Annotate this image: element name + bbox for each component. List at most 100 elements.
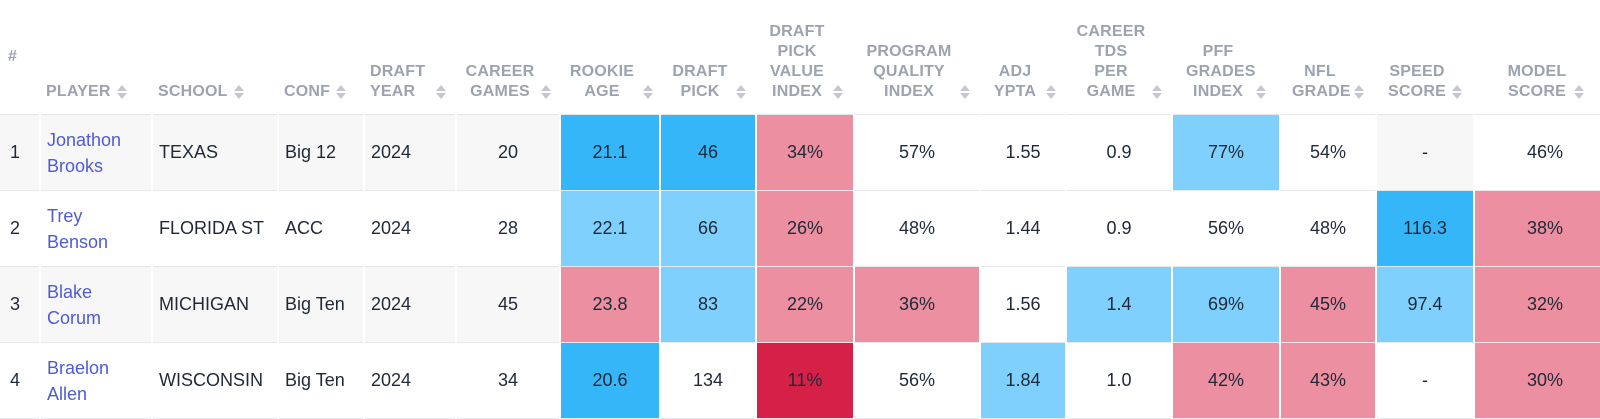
sort-icon <box>541 85 551 99</box>
program-quality-index-cell: 36% <box>854 266 981 343</box>
draft-pick-cell: 83 <box>660 266 757 343</box>
nfl-grade-cell: 43% <box>1280 342 1377 419</box>
school-cell: MICHIGAN <box>152 266 279 343</box>
rookie-age-cell: 21.1 <box>560 114 661 191</box>
school-cell: FLORIDA ST <box>152 190 279 267</box>
table-row: 3 Blake Corum MICHIGAN Big Ten 2024 45 2… <box>0 266 1600 343</box>
adj-ypta-cell: 1.44 <box>980 190 1067 267</box>
draft-pick-cell: 134 <box>660 342 757 419</box>
header-draft-year[interactable]: DRAFT YEAR <box>364 0 456 115</box>
draft-pick-value-index-cell: 26% <box>756 190 855 267</box>
program-quality-index-cell: 48% <box>854 190 981 267</box>
player-link[interactable]: Braelon Allen <box>40 342 153 419</box>
nfl-grade-cell: 45% <box>1280 266 1377 343</box>
rank-cell: 3 <box>0 266 41 343</box>
pff-grades-index-cell: 42% <box>1172 342 1281 419</box>
sort-icon <box>233 85 244 99</box>
rank-cell: 1 <box>0 114 41 191</box>
draft-pick-value-index-cell: 11% <box>756 342 855 419</box>
table-row: 1 Jonathon Brooks TEXAS Big 12 2024 20 2… <box>0 114 1600 191</box>
sort-icon <box>1354 85 1364 99</box>
nfl-grade-cell: 54% <box>1280 114 1377 191</box>
table-row: 4 Braelon Allen WISCONSIN Big Ten 2024 3… <box>0 342 1600 419</box>
draft-year-cell: 2024 <box>364 114 457 191</box>
header-school[interactable]: SCHOOL <box>152 0 278 115</box>
sort-icon <box>1152 85 1162 99</box>
model-score-cell: 38% <box>1474 190 1600 267</box>
header-career-tds-per-game-label: CAREER TDS PER GAME <box>1076 23 1146 100</box>
player-link[interactable]: Trey Benson <box>40 190 153 267</box>
header-rank: # <box>0 0 40 115</box>
career-games-cell: 34 <box>456 342 561 419</box>
header-model-score-label: MODEL SCORE <box>1507 63 1567 100</box>
pff-grades-index-cell: 69% <box>1172 266 1281 343</box>
pff-grades-index-cell: 77% <box>1172 114 1281 191</box>
header-school-label: SCHOOL <box>158 83 228 100</box>
sort-icon <box>736 85 746 99</box>
header-draft-pick-value-index[interactable]: DRAFT PICK VALUE INDEX <box>756 0 854 115</box>
speed-score-cell: 116.3 <box>1376 190 1475 267</box>
model-score-cell: 32% <box>1474 266 1600 343</box>
draft-pick-cell: 66 <box>660 190 757 267</box>
player-name[interactable]: Braelon Allen <box>47 357 110 404</box>
header-program-quality-index-label: PROGRAM QUALITY INDEX <box>866 43 952 100</box>
model-score-cell: 30% <box>1474 342 1600 419</box>
header-adj-ypta[interactable]: ADJ YPTA <box>980 0 1066 115</box>
header-conf[interactable]: CONF <box>278 0 364 115</box>
header-speed-score-label: SPEED SCORE <box>1388 63 1446 100</box>
career-games-cell: 20 <box>456 114 561 191</box>
header-career-games[interactable]: CAREER GAMES <box>456 0 560 115</box>
header-program-quality-index[interactable]: PROGRAM QUALITY INDEX <box>854 0 980 115</box>
program-quality-index-cell: 57% <box>854 114 981 191</box>
player-name[interactable]: Trey Benson <box>47 205 109 252</box>
nfl-grade-cell: 48% <box>1280 190 1377 267</box>
conf-cell: Big Ten <box>278 266 365 343</box>
header-adj-ypta-label: ADJ YPTA <box>993 63 1037 100</box>
header-draft-year-label: DRAFT YEAR <box>370 63 426 100</box>
header-player[interactable]: PLAYER <box>40 0 152 115</box>
draft-year-cell: 2024 <box>364 266 457 343</box>
sort-icon <box>643 85 653 99</box>
rank-cell: 2 <box>0 190 41 267</box>
adj-ypta-cell: 1.84 <box>980 342 1067 419</box>
speed-score-cell: 97.4 <box>1376 266 1475 343</box>
header-speed-score[interactable]: SPEED SCORE <box>1376 0 1474 115</box>
sort-icon <box>1046 85 1056 99</box>
pff-grades-index-cell: 56% <box>1172 190 1281 267</box>
header-model-score[interactable]: MODEL SCORE <box>1474 0 1600 115</box>
header-pff-grades-index[interactable]: PFF GRADES INDEX <box>1172 0 1280 115</box>
sort-icon <box>833 85 843 99</box>
sort-icon <box>1256 85 1266 99</box>
rank-cell: 4 <box>0 342 41 419</box>
player-link[interactable]: Jonathon Brooks <box>40 114 153 191</box>
conf-cell: Big 12 <box>278 114 365 191</box>
player-name[interactable]: Jonathon Brooks <box>47 129 122 176</box>
draft-year-cell: 2024 <box>364 342 457 419</box>
player-link[interactable]: Blake Corum <box>40 266 153 343</box>
sort-icon <box>1574 85 1584 99</box>
program-quality-index-cell: 56% <box>854 342 981 419</box>
career-tds-per-game-cell: 0.9 <box>1066 190 1173 267</box>
rookie-age-cell: 20.6 <box>560 342 661 419</box>
header-career-tds-per-game[interactable]: CAREER TDS PER GAME <box>1066 0 1172 115</box>
rookie-age-cell: 22.1 <box>560 190 661 267</box>
header-draft-pick[interactable]: DRAFT PICK <box>660 0 756 115</box>
header-row: # PLAYER SCHOOL CONF DRAFT YEAR CAREER G… <box>0 0 1600 115</box>
sort-icon <box>116 85 127 99</box>
conf-cell: Big Ten <box>278 342 365 419</box>
header-nfl-grade[interactable]: NFL GRADE <box>1280 0 1376 115</box>
player-name[interactable]: Blake Corum <box>47 281 102 328</box>
career-games-cell: 28 <box>456 190 561 267</box>
header-rookie-age[interactable]: ROOKIE AGE <box>560 0 660 115</box>
career-tds-per-game-cell: 1.0 <box>1066 342 1173 419</box>
sort-icon <box>336 85 347 99</box>
draft-pick-value-index-cell: 34% <box>756 114 855 191</box>
adj-ypta-cell: 1.56 <box>980 266 1067 343</box>
header-nfl-grade-label: NFL GRADE <box>1292 63 1351 100</box>
model-score-cell: 46% <box>1474 114 1600 191</box>
speed-score-cell: - <box>1376 342 1475 419</box>
header-draft-pick-label: DRAFT PICK <box>672 63 728 100</box>
career-tds-per-game-cell: 0.9 <box>1066 114 1173 191</box>
header-pff-grades-index-label: PFF GRADES INDEX <box>1186 43 1256 100</box>
